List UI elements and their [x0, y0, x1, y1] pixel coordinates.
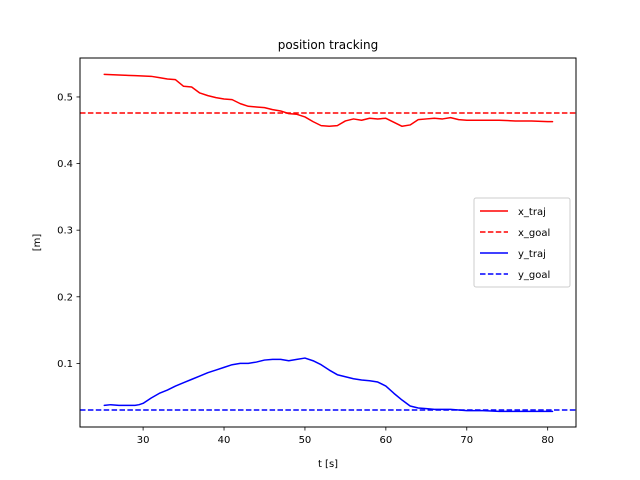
x-tick-label: 70 — [460, 435, 473, 446]
x-tick-label: 80 — [541, 435, 554, 446]
legend-label-y-goal: y_goal — [518, 270, 550, 281]
y-tick-label: 0.4 — [57, 159, 73, 170]
y-tick-label: 0.1 — [57, 359, 73, 370]
legend-box — [473, 197, 571, 288]
legend: x_traj x_goal y_traj y_goal — [473, 197, 571, 288]
legend-label-x-goal: x_goal — [518, 228, 550, 239]
x-axis-label: t [s] — [318, 459, 338, 470]
axes-frame — [79, 57, 577, 428]
series-line-x-traj — [103, 73, 554, 128]
axis-ticks: 30 40 50 60 70 80 0.1 0.2 0.3 0.4 0.5 — [57, 92, 554, 446]
legend-label-x-traj: x_traj — [518, 207, 546, 218]
y-axis-label: [m] — [32, 234, 43, 252]
y-tick-label: 0.2 — [57, 292, 73, 303]
legend-label-y-traj: y_traj — [518, 249, 546, 260]
chart-title: position tracking — [278, 38, 378, 52]
x-tick-label: 30 — [137, 435, 150, 446]
y-tick-label: 0.3 — [57, 226, 73, 237]
plot-area — [80, 73, 576, 413]
y-tick-label: 0.5 — [57, 92, 73, 103]
x-tick-label: 60 — [379, 435, 392, 446]
x-tick-label: 40 — [218, 435, 231, 446]
x-tick-label: 50 — [299, 435, 312, 446]
